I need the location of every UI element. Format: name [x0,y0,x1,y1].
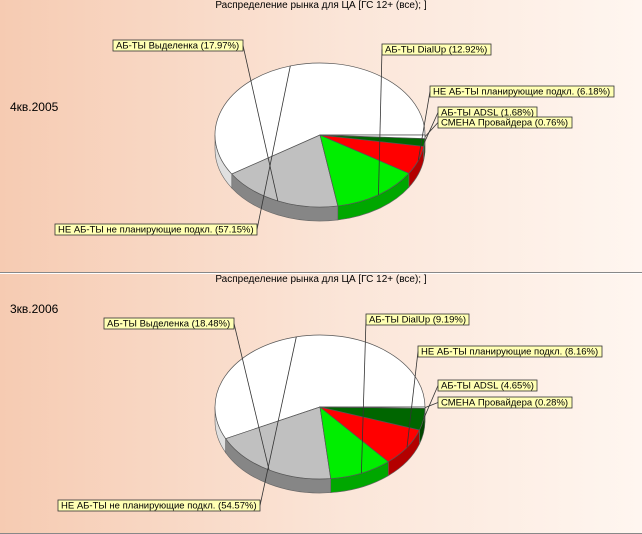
slice-label: АБ-ТЫ DialUp (12.92%) [385,45,487,56]
leader-line [406,351,419,448]
leader-line [423,385,439,420]
slice-label: АБ-ТЫ ADSL (4.65%) [441,381,534,392]
slice-label: НЕ АБ-ТЫ не планирующие подкл. (54.57%) [61,501,257,512]
chart-title: Распределение рынка для ЦА [ГС 12+ (все)… [215,274,427,285]
slice-label: СМЕНА Провайдера (0.76%) [441,118,568,129]
slice-label: НЕ АБ-ТЫ планирующие подкл. (6.18%) [433,87,610,98]
slice-label: НЕ АБ-ТЫ планирующие подкл. (8.16%) [421,347,598,358]
period-label: 4кв.2005 [10,100,59,114]
chart-title: Распределение рынка для ЦА [ГС 12+ (все)… [215,0,427,11]
leader-line [378,49,383,195]
leader-line [424,112,439,143]
leader-line [424,402,439,409]
slice-label: НЕ АБ-ТЫ не планирующие подкл. (57.15%) [58,225,254,236]
leader-line [242,45,279,202]
pie-slice [319,406,426,409]
period-label: 3кв.2006 [10,302,59,316]
leader-line [259,336,297,506]
slice-label: АБ-ТЫ ADSL (1.68%) [441,108,534,119]
slice-label: АБ-ТЫ Выделенка (17.97%) [116,41,239,52]
pie-chart-q4-2005: НЕ АБ-ТЫ не планирующие подкл. (57.15%) А… [54,39,615,236]
slice-label: АБ-ТЫ Выделенка (18.48%) [107,319,230,330]
leader-line [424,122,439,138]
pie-slice [319,134,426,139]
leader-line [417,91,431,161]
leader-line [360,319,367,474]
chart-panel-q3-2006: Распределение рынка для ЦА [ГС 12+ (все)… [0,274,642,534]
pie-chart-q3-2006: НЕ АБ-ТЫ не планирующие подкл. (54.57%) А… [57,313,603,512]
slice-label: СМЕНА Провайдера (0.28%) [441,398,568,409]
leader-line [256,65,291,230]
chart-panel-q4-2005: Распределение рынка для ЦА [ГС 12+ (все)… [0,0,642,273]
leader-line [233,323,270,471]
slice-label: АБ-ТЫ DialUp (9.19%) [369,315,466,326]
